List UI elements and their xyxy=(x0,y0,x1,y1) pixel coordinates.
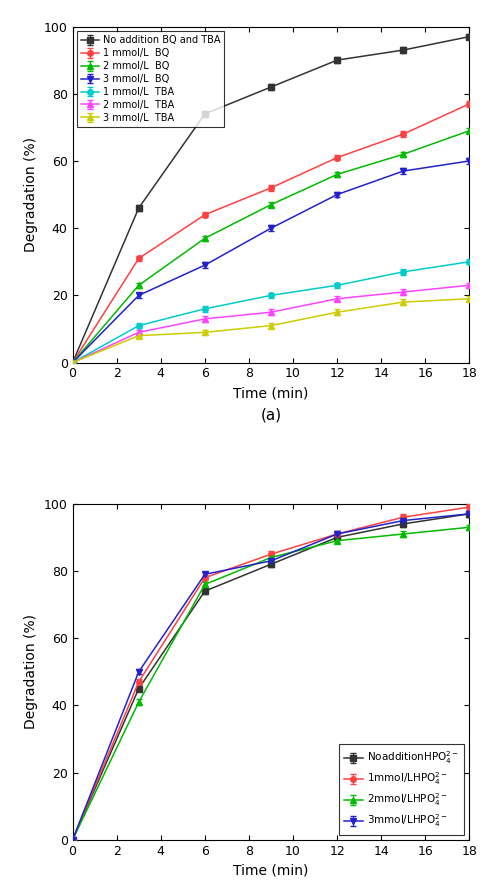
Legend: $\mathregular{No addition HPO_{4}^{2-}}$, $\mathregular{1mmol/L    HPO_{4}^{2-}}: $\mathregular{No addition HPO_{4}^{2-}}$… xyxy=(339,744,464,834)
Text: (a): (a) xyxy=(260,408,282,423)
Legend: No addition BQ and TBA, 1 mmol/L  BQ, 2 mmol/L  BQ, 3 mmol/L  BQ, 1 mmol/L  TBA,: No addition BQ and TBA, 1 mmol/L BQ, 2 m… xyxy=(77,31,224,126)
X-axis label: Time (min): Time (min) xyxy=(233,386,309,400)
Y-axis label: Degradation (%): Degradation (%) xyxy=(24,137,38,252)
X-axis label: Time (min): Time (min) xyxy=(233,863,309,877)
Y-axis label: Degradation (%): Degradation (%) xyxy=(24,614,38,729)
